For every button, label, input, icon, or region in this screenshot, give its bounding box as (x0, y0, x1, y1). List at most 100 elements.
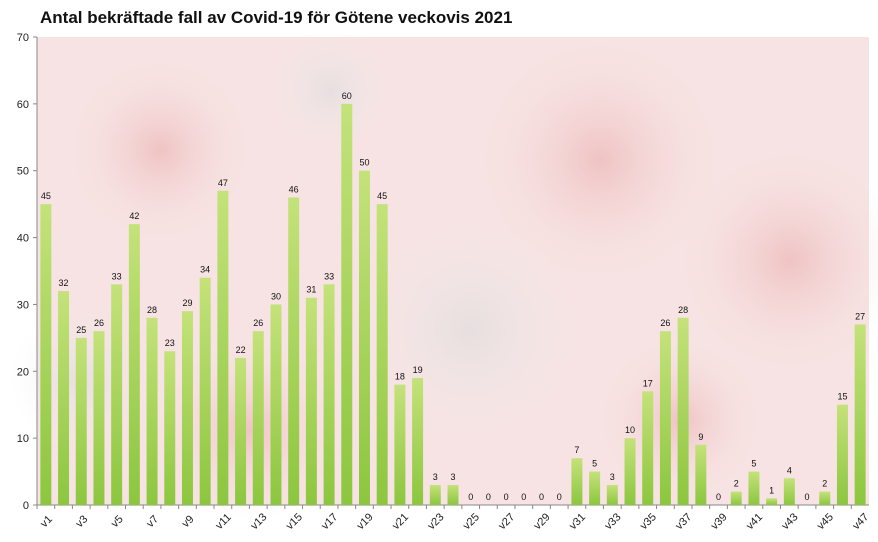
y-tick-label: 50 (17, 166, 29, 178)
bar (93, 331, 105, 505)
x-tick-label: v41 (744, 511, 765, 532)
data-label: 25 (76, 325, 86, 335)
data-label: 46 (289, 184, 299, 194)
bar (447, 484, 459, 505)
data-label: 33 (324, 271, 334, 281)
data-label: 4 (787, 465, 792, 475)
x-tick-label: v43 (780, 511, 801, 532)
data-label: 7 (574, 445, 579, 455)
data-label: 42 (129, 211, 139, 221)
plot-background (10, 30, 878, 520)
data-label: 47 (218, 178, 228, 188)
data-label: 50 (359, 158, 369, 168)
data-label: 3 (450, 472, 455, 482)
data-label: 19 (413, 365, 423, 375)
data-label: 29 (182, 298, 192, 308)
x-tick-label: v25 (461, 511, 482, 532)
bar (146, 317, 158, 505)
x-tick-label: v19 (355, 511, 376, 532)
bar (394, 384, 406, 505)
x-tick-label: v15 (284, 511, 305, 532)
x-tick-label: v29 (532, 511, 553, 532)
data-label: 22 (236, 345, 246, 355)
bar (128, 224, 140, 505)
data-label: 5 (751, 459, 756, 469)
data-label: 28 (147, 305, 157, 315)
bar (606, 484, 618, 505)
data-label: 1 (769, 485, 774, 495)
bar (270, 304, 282, 505)
data-label: 26 (253, 318, 263, 328)
chart-title: Antal bekräftade fall av Covid-19 för Gö… (40, 8, 513, 27)
x-tick-label: v7 (144, 513, 161, 530)
bar (695, 444, 707, 505)
data-label: 45 (41, 191, 51, 201)
bar (75, 337, 87, 505)
y-tick-label: 0 (23, 500, 29, 512)
data-label: 0 (504, 492, 509, 502)
data-label: 9 (698, 432, 703, 442)
y-tick-label: 60 (17, 99, 29, 111)
data-label: 0 (521, 492, 526, 502)
x-tick-label: v35 (638, 511, 659, 532)
bar (235, 357, 247, 505)
data-label: 33 (112, 271, 122, 281)
data-label: 26 (660, 318, 670, 328)
data-label: 17 (643, 378, 653, 388)
data-label: 23 (165, 338, 175, 348)
y-tick-label: 30 (17, 299, 29, 311)
bar (624, 438, 636, 505)
y-axis: 0 10 20 30 40 50 60 70 (17, 32, 38, 512)
bar (199, 277, 211, 505)
bar (836, 404, 848, 505)
data-label: 32 (59, 278, 69, 288)
data-label: 18 (395, 372, 405, 382)
bar (730, 491, 742, 505)
bar (359, 170, 370, 505)
x-tick-label: v45 (815, 511, 836, 532)
bar (766, 498, 778, 505)
bar (181, 311, 193, 505)
x-tick-label: v17 (319, 511, 340, 532)
x-tick-label: v21 (390, 511, 411, 532)
bar (252, 331, 264, 505)
x-tick-label: v37 (673, 511, 694, 532)
bar (854, 324, 866, 505)
data-label: 0 (805, 492, 810, 502)
y-tick-label: 20 (17, 366, 29, 378)
data-label: 3 (433, 472, 438, 482)
bar (748, 471, 760, 505)
data-label: 27 (855, 311, 865, 321)
bar (571, 458, 583, 505)
data-label: 31 (306, 285, 316, 295)
bar (58, 291, 70, 505)
bar (429, 484, 441, 505)
x-tick-label: v23 (425, 511, 446, 532)
bar (341, 103, 353, 505)
bar (589, 471, 601, 505)
y-tick-label: 40 (17, 233, 29, 245)
bar (412, 377, 424, 505)
x-tick-label: v9 (180, 513, 197, 530)
data-label: 60 (342, 91, 352, 101)
bar (164, 351, 176, 505)
x-tick-label: v39 (709, 511, 730, 532)
bar (288, 197, 300, 505)
data-label: 0 (468, 492, 473, 502)
data-label: 2 (734, 479, 739, 489)
x-tick-label: v3 (74, 513, 91, 530)
bar (323, 284, 335, 505)
y-tick-label: 10 (17, 433, 29, 445)
data-labels: 4532252633422823293447222630463133605045… (41, 91, 865, 502)
data-label: 3 (610, 472, 615, 482)
x-tick-label: v5 (109, 513, 126, 530)
data-label: 26 (94, 318, 104, 328)
data-label: 28 (678, 305, 688, 315)
bar (111, 284, 123, 505)
bar (217, 190, 229, 505)
x-tick-label: v47 (850, 511, 871, 532)
data-label: 0 (486, 492, 491, 502)
bar (40, 204, 52, 505)
data-label: 15 (837, 392, 847, 402)
